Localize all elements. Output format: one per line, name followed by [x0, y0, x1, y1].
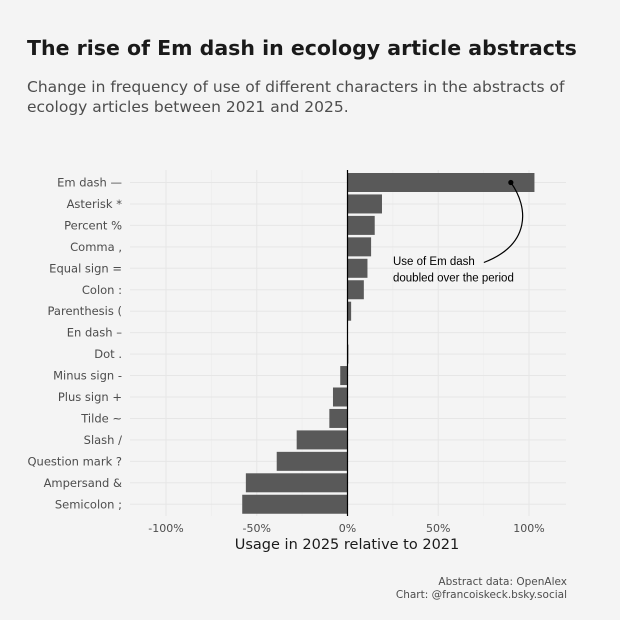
category-label: Tilde ~	[80, 411, 122, 425]
category-labels: Em dash — Asterisk * Percent % Comma , Equal…	[28, 176, 123, 512]
category-label: En dash –	[67, 326, 122, 340]
bar-1	[347, 194, 382, 214]
category-label: Plus sign +	[58, 390, 122, 404]
x-tick-label: 50%	[426, 522, 450, 535]
bar-9	[340, 366, 348, 386]
annotation-arrow	[483, 182, 524, 264]
x-tick-label: 100%	[513, 522, 544, 535]
x-tick-label: 0%	[339, 522, 356, 535]
bar-6	[347, 301, 352, 321]
bar-10	[332, 387, 348, 407]
bars	[242, 173, 535, 514]
annotation-text: Use of Em dash	[393, 256, 475, 268]
x-tick-label: -100%	[148, 522, 183, 535]
category-label: Ampersand &	[44, 476, 122, 490]
category-label: Minus sign -	[53, 369, 122, 383]
bar-12	[296, 430, 348, 450]
category-label: Parenthesis (	[48, 304, 123, 318]
bar-14	[245, 473, 348, 493]
chart-title: The rise of Em dash in ecology article a…	[27, 36, 577, 60]
category-label: Asterisk *	[67, 197, 123, 211]
x-tick-label: -50%	[243, 522, 271, 535]
category-label: Em dash —	[57, 176, 122, 190]
bar-5	[347, 280, 364, 300]
category-label: Equal sign =	[49, 261, 122, 275]
category-label: Semicolon ;	[55, 497, 122, 511]
chart-caption: Abstract data: OpenAlex Chart: @francois…	[396, 576, 567, 602]
bar-4	[347, 258, 368, 278]
category-label: Slash /	[84, 433, 122, 447]
category-label: Percent %	[64, 218, 122, 232]
category-label: Colon :	[82, 283, 122, 297]
bar-3	[347, 237, 372, 257]
annotation-point	[508, 179, 514, 186]
annotation: Use of Em dash doubled over the period	[393, 179, 524, 285]
bar-2	[347, 215, 375, 235]
bar-15	[242, 494, 348, 514]
category-label: Dot .	[94, 347, 122, 361]
caption-data-source: Abstract data: OpenAlex	[438, 576, 567, 588]
x-tick-labels: -100% -50% 0% 50% 100%	[148, 522, 544, 535]
category-label: Question mark ?	[28, 454, 123, 468]
bar-13	[276, 451, 348, 471]
bar-11	[329, 408, 348, 428]
bar-0	[347, 173, 535, 192]
x-axis-title: Usage in 2025 relative to 2021	[235, 537, 460, 553]
category-label: Comma ,	[70, 240, 122, 254]
chart-subtitle: Change in frequency of use of different …	[27, 78, 565, 116]
annotation-text: doubled over the period	[393, 273, 514, 285]
caption-author: Chart: @francoiskeck.bsky.social	[395, 589, 567, 601]
